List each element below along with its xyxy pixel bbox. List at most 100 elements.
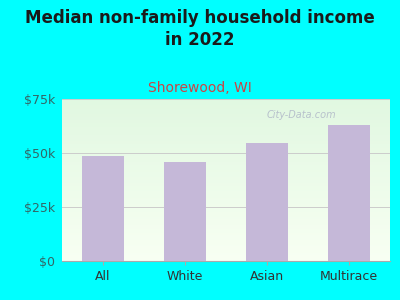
Bar xyxy=(62,154,390,156)
Bar xyxy=(62,200,390,201)
Bar xyxy=(62,193,390,195)
Bar xyxy=(62,177,390,178)
Bar xyxy=(62,216,390,217)
Text: Shorewood, WI: Shorewood, WI xyxy=(148,81,252,95)
Bar xyxy=(62,190,390,191)
Bar xyxy=(62,256,390,258)
Bar xyxy=(62,254,390,256)
Bar xyxy=(246,143,288,261)
Bar xyxy=(62,144,390,146)
Bar xyxy=(62,175,390,177)
Bar xyxy=(62,201,390,203)
Text: City-Data.com: City-Data.com xyxy=(267,110,336,120)
Bar xyxy=(62,128,390,130)
Bar xyxy=(62,123,390,125)
Bar xyxy=(62,237,390,238)
Bar xyxy=(62,130,390,131)
Bar xyxy=(62,230,390,232)
Bar xyxy=(62,206,390,208)
Bar xyxy=(62,114,390,115)
Bar xyxy=(62,203,390,204)
Bar xyxy=(62,224,390,225)
Bar xyxy=(62,195,390,196)
Bar xyxy=(62,151,390,152)
Bar xyxy=(62,160,390,162)
Bar xyxy=(62,260,390,261)
Bar xyxy=(62,232,390,233)
Bar xyxy=(62,229,390,230)
Bar xyxy=(62,243,390,245)
Bar xyxy=(62,212,390,214)
Bar xyxy=(62,146,390,148)
Bar xyxy=(62,183,390,185)
Bar xyxy=(62,165,390,167)
Bar xyxy=(62,253,390,254)
Bar xyxy=(62,115,390,117)
Bar xyxy=(62,225,390,227)
Bar xyxy=(62,167,390,169)
Bar xyxy=(62,235,390,237)
Bar xyxy=(62,157,390,159)
Bar xyxy=(62,217,390,219)
Bar xyxy=(62,240,390,242)
Bar xyxy=(62,131,390,133)
Bar xyxy=(62,122,390,123)
Bar xyxy=(62,182,390,183)
Bar xyxy=(62,180,390,182)
Bar xyxy=(62,188,390,190)
Bar xyxy=(62,138,390,140)
Bar xyxy=(62,178,390,180)
Bar xyxy=(62,191,390,193)
Bar xyxy=(62,112,390,114)
Bar xyxy=(62,245,390,246)
Bar xyxy=(62,204,390,206)
Bar xyxy=(62,104,390,106)
Bar xyxy=(62,211,390,212)
Bar xyxy=(62,187,390,188)
Bar xyxy=(62,162,390,164)
Bar xyxy=(62,250,390,251)
Bar xyxy=(62,208,390,209)
Bar xyxy=(62,99,390,100)
Bar xyxy=(62,135,390,136)
Bar xyxy=(62,209,390,211)
Bar xyxy=(62,172,390,173)
Bar xyxy=(62,214,390,216)
Bar xyxy=(62,173,390,175)
Bar xyxy=(62,238,390,240)
Bar xyxy=(62,118,390,120)
Bar xyxy=(62,133,390,135)
Bar xyxy=(62,106,390,107)
Bar xyxy=(62,141,390,143)
Bar xyxy=(82,156,124,261)
Bar xyxy=(62,120,390,122)
Bar xyxy=(62,222,390,224)
Bar xyxy=(62,110,390,112)
Bar xyxy=(62,164,390,165)
Bar xyxy=(62,152,390,154)
Bar xyxy=(62,220,390,222)
Bar xyxy=(62,246,390,248)
Bar xyxy=(62,170,390,172)
Bar xyxy=(62,125,390,127)
Bar xyxy=(62,156,390,157)
Bar xyxy=(328,125,370,261)
Bar xyxy=(62,159,390,160)
Text: Median non-family household income
in 2022: Median non-family household income in 20… xyxy=(25,9,375,49)
Bar xyxy=(62,185,390,187)
Bar xyxy=(62,136,390,138)
Bar xyxy=(62,196,390,198)
Bar xyxy=(62,117,390,118)
Bar xyxy=(62,149,390,151)
Bar xyxy=(62,248,390,250)
Bar xyxy=(62,233,390,235)
Bar xyxy=(62,219,390,220)
Bar xyxy=(62,127,390,128)
Bar xyxy=(62,251,390,253)
Bar xyxy=(62,102,390,104)
Bar xyxy=(62,140,390,141)
Bar xyxy=(62,109,390,110)
Bar xyxy=(62,198,390,200)
Bar xyxy=(62,100,390,102)
Bar xyxy=(164,162,206,261)
